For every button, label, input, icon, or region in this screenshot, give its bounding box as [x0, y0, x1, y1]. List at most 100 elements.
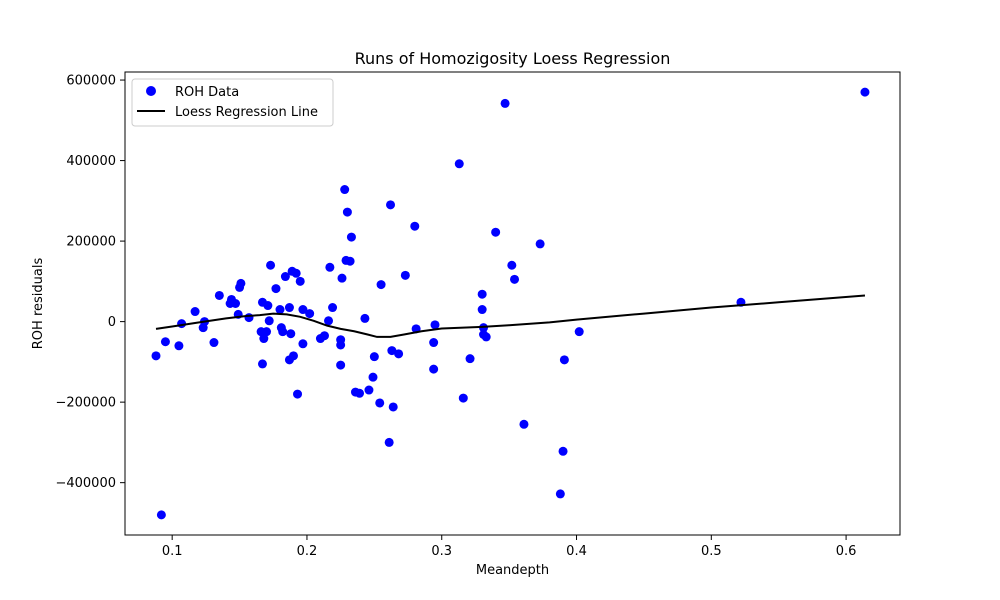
roh-data-point: [151, 351, 161, 361]
roh-data-point: [293, 389, 303, 399]
legend: ROH Data Loess Regression Line: [131, 78, 334, 127]
roh-data-point: [236, 278, 246, 288]
roh-data-point: [558, 446, 568, 456]
roh-data-point: [369, 352, 379, 362]
roh-data-point: [231, 299, 241, 308]
roh-data-point: [328, 303, 338, 313]
roh-data-point: [355, 388, 365, 398]
roh-data-point: [271, 284, 281, 294]
roh-data-point: [519, 419, 529, 429]
roh-data-point: [337, 273, 347, 283]
roh-data-point: [491, 227, 501, 237]
roh-data-point: [257, 359, 267, 369]
loess-line-group: [155, 294, 866, 338]
roh-data-point: [156, 510, 166, 520]
roh-data-point: [375, 398, 385, 408]
roh-data-point: [507, 260, 517, 270]
roh-data-point: [388, 402, 398, 412]
legend-box: [131, 78, 334, 127]
roh-data-point: [477, 289, 487, 299]
roh-data-point: [430, 320, 440, 330]
roh-data-point: [291, 268, 301, 278]
roh-data-point: [295, 276, 305, 286]
roh-data-point: [429, 364, 439, 374]
roh-data-point: [336, 360, 346, 370]
roh-data-point: [209, 338, 219, 348]
roh-data-point: [555, 489, 565, 499]
roh-data-point: [325, 262, 335, 272]
roh-data-point: [286, 329, 296, 339]
roh-data-point: [288, 351, 298, 361]
legend-marker-roh-data: [146, 86, 156, 96]
roh-data-point: [481, 332, 491, 342]
roh-data-point: [376, 280, 386, 290]
roh-data-point: [574, 327, 584, 337]
roh-data-point: [264, 316, 274, 326]
roh-data-point: [465, 354, 475, 364]
x-tick-label: 0.1: [162, 544, 183, 559]
legend-label-roh-data: ROH Data: [175, 85, 239, 100]
plot-area: [124, 71, 901, 536]
roh-data-point: [429, 338, 439, 348]
roh-data-point: [342, 207, 352, 217]
x-tick-label: 0.6: [836, 544, 857, 559]
roh-data-point: [305, 309, 315, 319]
roh-data-point: [535, 239, 545, 249]
roh-data-point: [387, 346, 397, 356]
y-tick-label: 0: [108, 315, 116, 330]
roh-data-point: [244, 313, 254, 323]
roh-data-point: [190, 307, 200, 317]
roh-data-point: [559, 355, 569, 365]
roh-data-point: [336, 340, 346, 350]
roh-data-point: [458, 393, 468, 403]
y-axis: −400000 −200000 0 200000 400000 600000: [55, 74, 125, 491]
roh-data-point: [266, 260, 276, 270]
y-tick-label: 200000: [66, 235, 116, 250]
x-axis-label: Meandepth: [476, 563, 549, 578]
chart-title: Runs of Homozigosity Loess Regression: [355, 49, 671, 68]
x-tick-label: 0.5: [701, 544, 722, 559]
roh-data-point: [454, 159, 464, 169]
roh-data-point: [324, 316, 334, 326]
y-tick-label: −200000: [55, 396, 116, 411]
roh-data-point: [262, 327, 272, 337]
roh-data-point: [860, 87, 870, 97]
scatter-points: [151, 87, 870, 520]
y-axis-label: ROH residuals: [31, 258, 46, 350]
roh-data-point: [284, 303, 294, 313]
roh-data-point: [263, 301, 273, 311]
roh-data-point: [500, 98, 510, 108]
roh-data-point: [340, 185, 350, 195]
x-tick-label: 0.2: [297, 544, 318, 559]
legend-label-loess-line: Loess Regression Line: [175, 105, 318, 120]
roh-data-point: [477, 305, 487, 315]
y-tick-label: 400000: [66, 154, 116, 169]
loess-regression-line: [155, 294, 866, 338]
roh-data-point: [160, 337, 170, 347]
roh-data-point: [345, 256, 355, 266]
y-tick-label: −400000: [55, 476, 116, 491]
roh-data-point: [298, 305, 308, 315]
roh-data-point: [368, 372, 378, 382]
roh-data-point: [346, 232, 356, 242]
x-tick-label: 0.3: [431, 544, 452, 559]
roh-data-point: [319, 331, 329, 341]
roh-data-point: [386, 200, 396, 210]
roh-data-point: [384, 437, 394, 447]
roh-data-point: [400, 270, 410, 280]
x-tick-label: 0.4: [566, 544, 587, 559]
roh-data-point: [278, 327, 288, 337]
roh-data-point: [510, 274, 520, 284]
y-tick-label: 600000: [66, 74, 116, 89]
roh-data-point: [275, 305, 285, 315]
roh-data-point: [280, 272, 290, 282]
roh-data-point: [259, 334, 269, 344]
x-axis: 0.1 0.2 0.3 0.4 0.5 0.6: [162, 535, 857, 559]
roh-data-point: [298, 339, 308, 349]
roh-data-point: [394, 349, 404, 359]
roh-data-point: [360, 313, 370, 323]
roh-data-point: [214, 290, 224, 300]
roh-data-point: [410, 221, 420, 231]
roh-data-point: [364, 385, 374, 395]
